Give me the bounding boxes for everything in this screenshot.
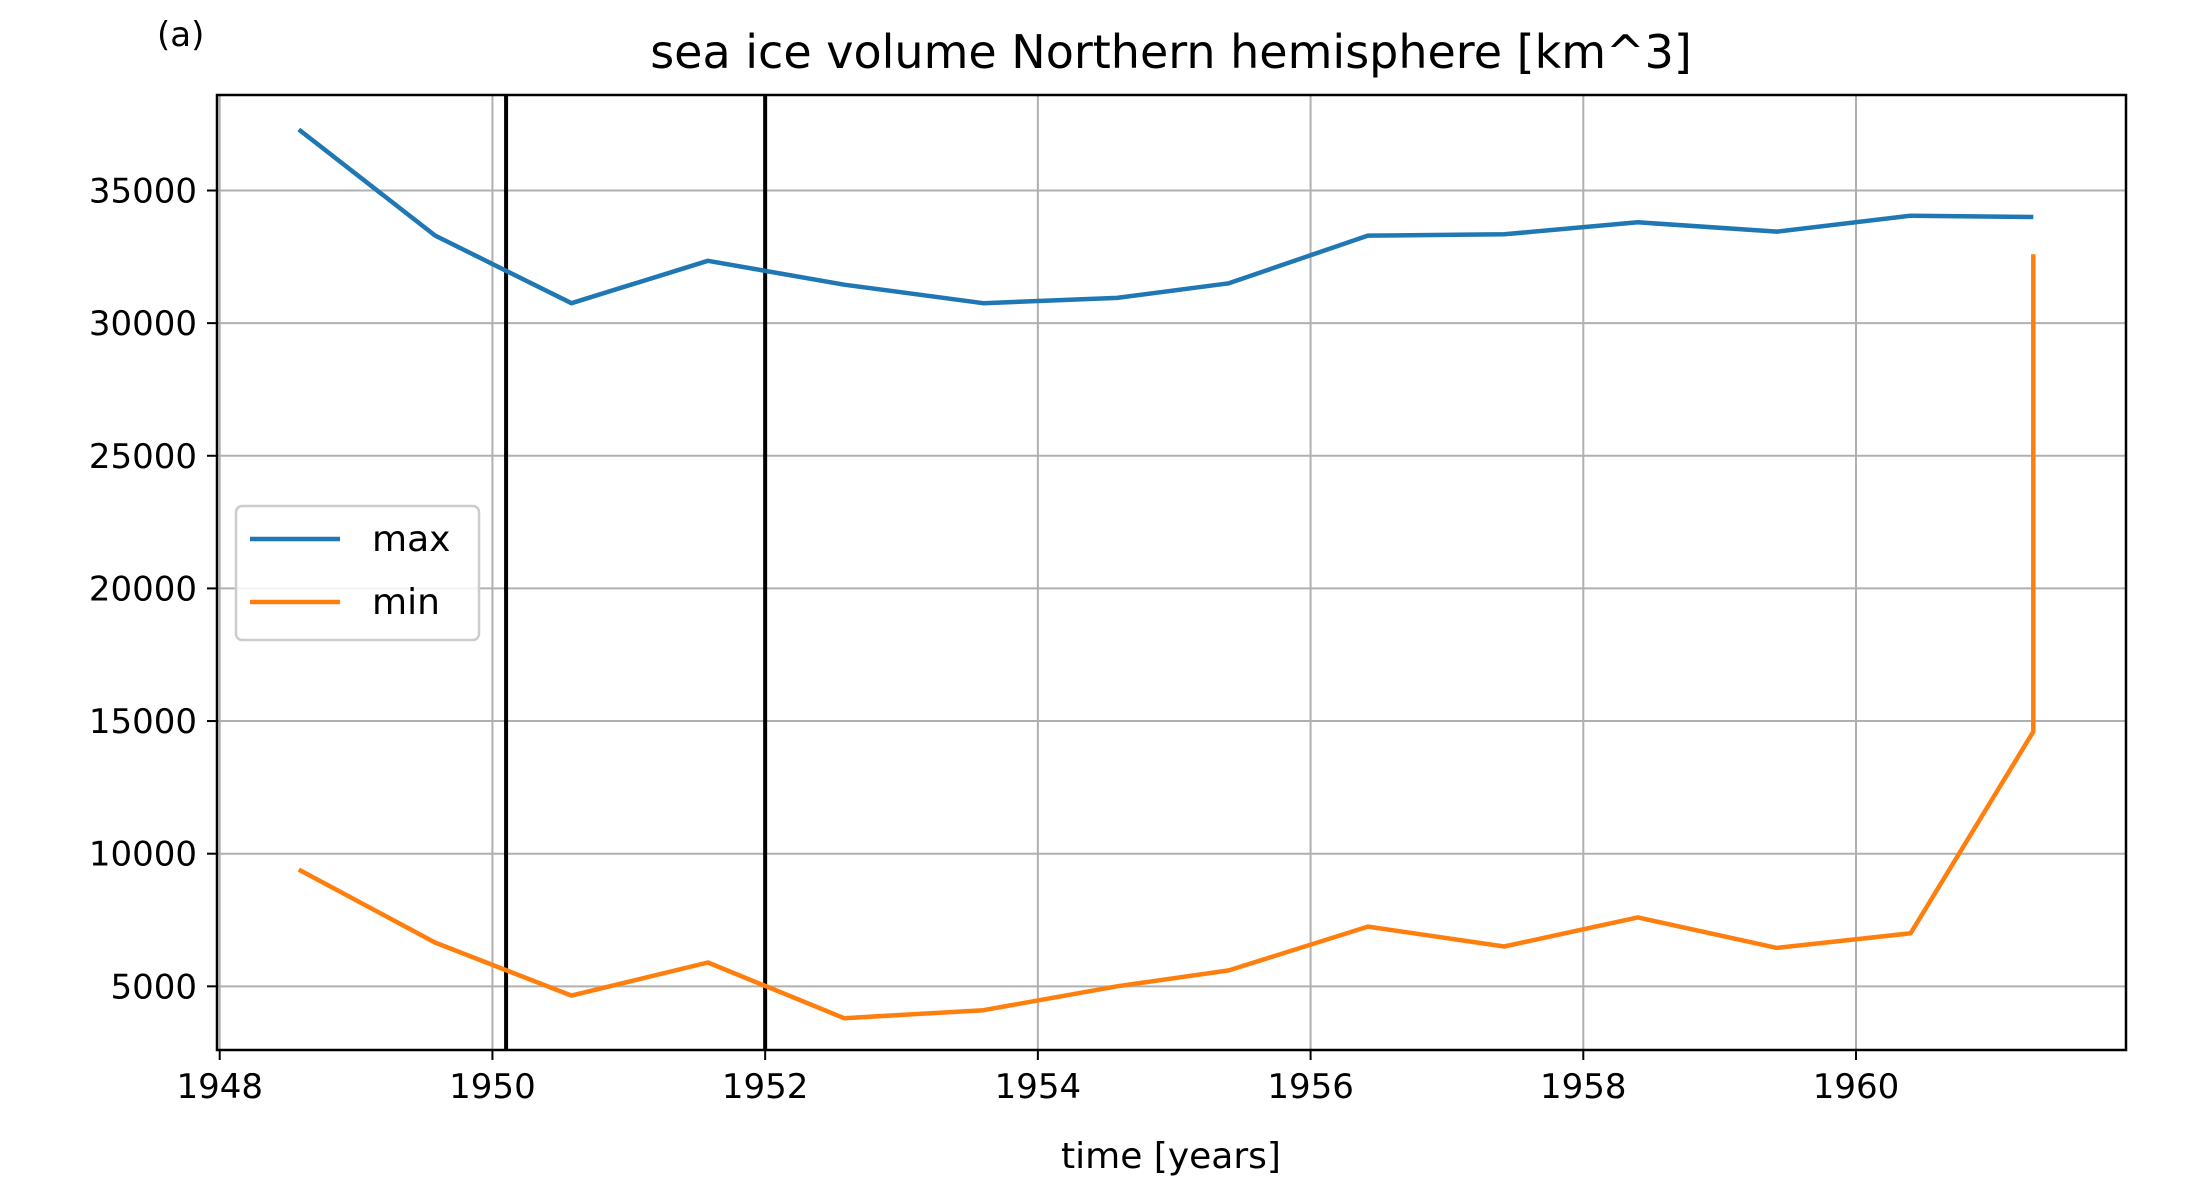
plot-frame	[215, 93, 2128, 1052]
y-tick-label: 15000	[89, 702, 197, 742]
panel-label: (a)	[157, 15, 204, 55]
x-tick-label: 1950	[449, 1067, 536, 1107]
x-tick-label: 1956	[1267, 1067, 1354, 1107]
y-axis-ticks: 5000 10000 15000 20000 25000 30000 35000	[89, 172, 217, 1007]
x-tick-label: 1960	[1813, 1067, 1900, 1107]
y-tick-label: 10000	[89, 835, 197, 875]
chart-title: sea ice volume Northern hemisphere [km^3…	[650, 25, 1692, 79]
series-line-min	[297, 254, 2036, 1021]
y-tick-label: 30000	[89, 304, 197, 344]
x-tick-label: 1952	[722, 1067, 809, 1107]
vertical-lines	[504, 95, 768, 1050]
series-lines	[297, 127, 2036, 1021]
x-tick-label: 1948	[176, 1067, 263, 1107]
x-tick-label: 1958	[1540, 1067, 1627, 1107]
legend-label-min: min	[372, 582, 440, 623]
x-axis-label: time [years]	[1061, 1136, 1281, 1177]
legend-label-max: max	[372, 519, 450, 560]
series-line-max	[297, 127, 2034, 306]
y-tick-label: 25000	[89, 437, 197, 477]
x-axis-ticks: 1948 1950 1952 1954 1956 1958 1960	[176, 1050, 1899, 1107]
y-tick-label: 20000	[89, 569, 197, 609]
legend: max min	[234, 504, 481, 642]
x-tick-label: 1954	[995, 1067, 1082, 1107]
y-tick-label: 35000	[89, 172, 197, 212]
y-tick-label: 5000	[110, 967, 197, 1007]
